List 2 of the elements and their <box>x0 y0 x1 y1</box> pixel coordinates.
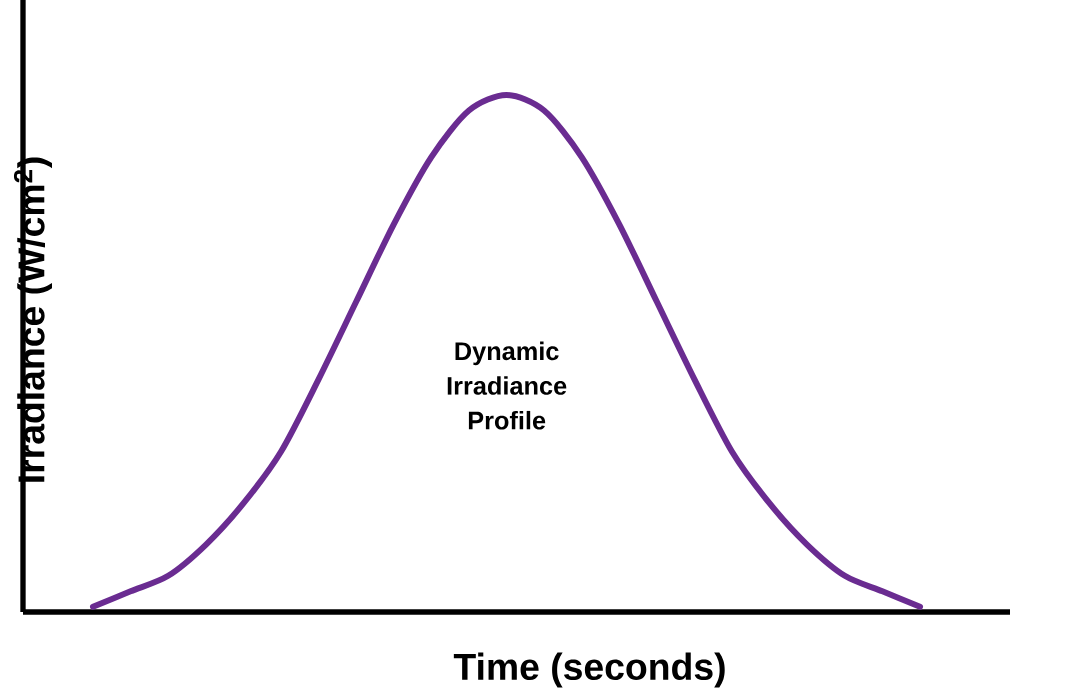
annotation: Dynamic Irradiance Profile <box>447 341 567 430</box>
x-axis-title: Time (seconds) <box>453 652 725 688</box>
